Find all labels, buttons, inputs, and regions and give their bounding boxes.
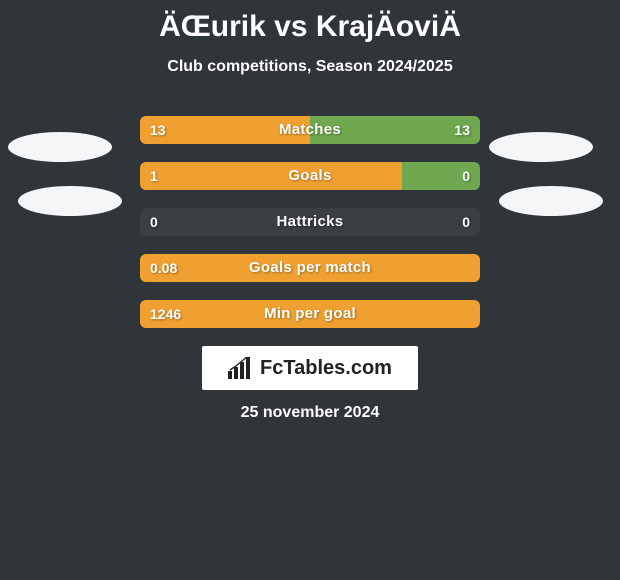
stats-card: ÄŒurik vs KrajÄoviÄ Club competitions, S… [0,10,620,580]
page-title: ÄŒurik vs KrajÄoviÄ [0,10,620,44]
bar-full-fill [140,300,480,328]
bar-track [140,254,480,282]
stat-row: Goals per match0.08 [0,254,620,282]
stat-row: Min per goal1246 [0,300,620,328]
stat-row: Matches1313 [0,116,620,144]
bar-right-fill [402,162,480,190]
logo-box[interactable]: FcTables.com [202,346,418,390]
bar-right-fill [310,116,480,144]
bar-full-fill [140,254,480,282]
bar-track [140,208,480,236]
bars-icon [228,357,254,379]
bar-track [140,300,480,328]
date-line: 25 november 2024 [0,404,620,422]
bar-left-fill [140,116,310,144]
bar-left-fill [140,162,402,190]
page-subtitle: Club competitions, Season 2024/2025 [0,58,620,76]
logo-text: FcTables.com [260,357,392,380]
stat-row: Hattricks00 [0,208,620,236]
bar-track [140,116,480,144]
bar-track [140,162,480,190]
logo-inner: FcTables.com [228,357,392,380]
stat-row: Goals10 [0,162,620,190]
comparison-chart: Matches1313 Goals10 Hattricks00 Goals per m… [0,116,620,328]
